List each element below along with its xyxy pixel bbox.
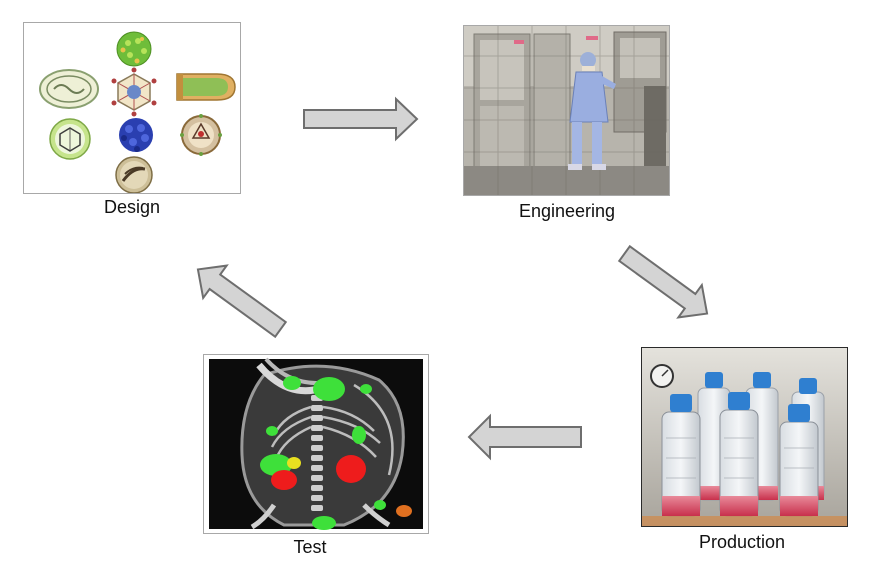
design-panel <box>23 22 241 194</box>
culture-bottle-icon <box>779 404 819 517</box>
virus-sphere-green-icon <box>116 31 152 67</box>
virus-oval-icon <box>39 69 99 109</box>
virus-bullet-icon <box>176 73 236 101</box>
virus-icosahedron-icon <box>111 67 157 117</box>
virus-rod-icon <box>115 156 153 193</box>
arrow-test-to-design <box>196 264 288 339</box>
engineering-label: Engineering <box>518 201 616 221</box>
lab-worker-icon <box>568 52 616 170</box>
test-panel <box>203 354 429 534</box>
culture-bottle-icon <box>719 392 759 517</box>
production-panel <box>641 347 848 527</box>
arrow-production-to-test <box>467 413 582 461</box>
virus-enveloped-icon <box>180 114 222 156</box>
test-label: Test <box>293 537 327 557</box>
arrow-design-to-engineering <box>303 96 419 142</box>
virus-blue-icon <box>119 118 153 152</box>
mouse-scan-icon <box>240 357 412 530</box>
production-label: Production <box>698 532 786 552</box>
arrow-engineering-to-production <box>617 244 709 319</box>
engineering-panel <box>463 25 670 196</box>
design-label: Design <box>103 197 161 217</box>
virus-hexagon-icon <box>49 118 91 160</box>
